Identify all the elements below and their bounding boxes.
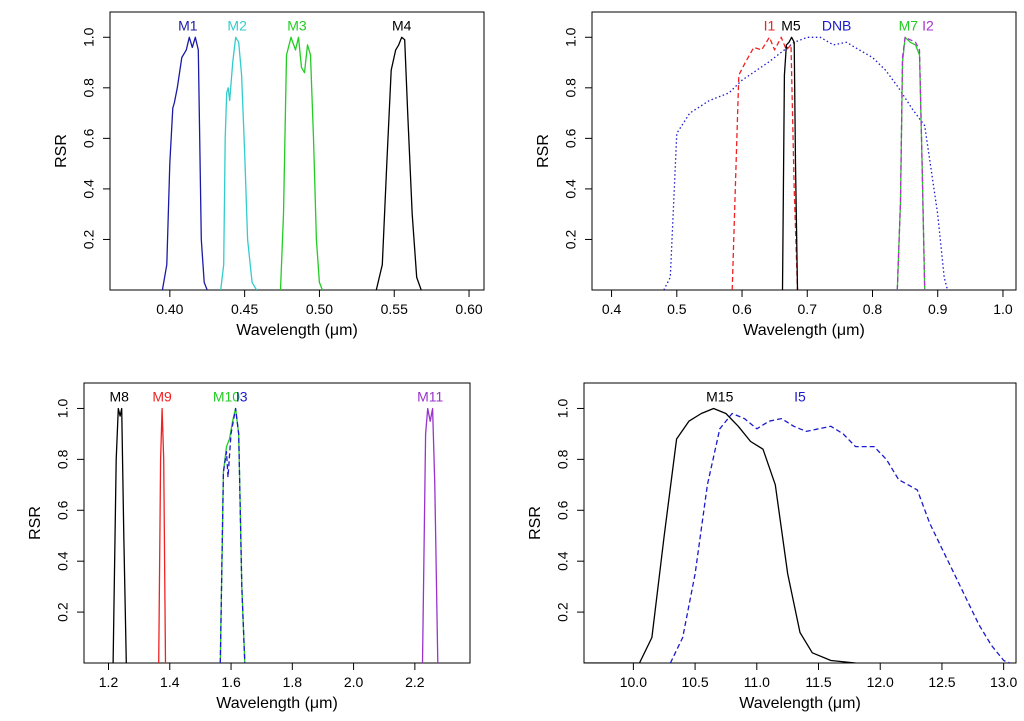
x-tick-label: 0.5 <box>667 301 687 317</box>
plot-frame <box>591 11 1017 291</box>
series-label-m8: M8 <box>110 388 130 404</box>
y-tick-label: 1.0 <box>563 27 579 47</box>
series-label-m11: M11 <box>417 388 443 404</box>
y-axis-label: RSR <box>27 506 44 540</box>
y-axis-label: RSR <box>535 134 552 168</box>
series-label-m10: M10 <box>213 388 240 404</box>
y-tick-label: 0.6 <box>81 128 97 148</box>
y-tick-label: 0.4 <box>81 179 97 199</box>
x-tick-label: 10.0 <box>620 674 647 690</box>
series-label-i1: I1 <box>764 17 776 33</box>
series-label-m7: M7 <box>899 17 919 33</box>
y-tick-label: 0.8 <box>555 449 571 469</box>
x-tick-label: 1.6 <box>221 674 241 690</box>
x-tick-label: 10.5 <box>681 674 708 690</box>
y-tick-label: 0.2 <box>555 602 571 622</box>
series-label-m4: M4 <box>392 17 412 33</box>
series-line-m5 <box>781 36 799 290</box>
series-label-m9: M9 <box>152 388 172 404</box>
y-tick-label: 0.4 <box>55 551 71 571</box>
x-tick-label: 0.40 <box>156 301 183 317</box>
series-label-m15: M15 <box>706 388 733 404</box>
plot-frame <box>83 382 471 664</box>
x-tick-label: 0.6 <box>732 301 752 317</box>
y-tick-label: 0.8 <box>563 78 579 98</box>
x-tick-label: 0.7 <box>798 301 818 317</box>
series-label-m3: M3 <box>287 17 307 33</box>
series-line-m9 <box>158 407 167 663</box>
series-label-i3: I3 <box>236 388 248 404</box>
x-tick-label: 0.50 <box>306 301 333 317</box>
series-line-m3 <box>279 36 324 290</box>
chart-panel-4: 10.0 10.5 11.0 11.5 12.0 12.5 13.0 0.2 0.4 0.6 0.8… <box>527 382 1017 712</box>
y-tick-label: 0.8 <box>81 78 97 98</box>
y-axis-label: RSR <box>53 134 70 168</box>
series-line-m1 <box>161 36 208 290</box>
series-line-m7 <box>896 36 926 290</box>
y-tick-label: 0.2 <box>55 602 71 622</box>
y-tick-label: 0.4 <box>555 551 571 571</box>
series-label-m5: M5 <box>781 17 801 33</box>
y-tick-label: 0.6 <box>563 128 579 148</box>
series-label-i5: I5 <box>794 388 806 404</box>
series-label-m2: M2 <box>227 17 247 33</box>
x-axis-label: Wavelength (μm) <box>739 695 861 712</box>
y-tick-label: 0.8 <box>55 449 71 469</box>
x-tick-label: 0.55 <box>381 301 408 317</box>
x-tick-label: 0.4 <box>602 301 622 317</box>
y-tick-label: 0.2 <box>81 230 97 250</box>
x-axis-label: Wavelength (μm) <box>743 322 865 339</box>
x-tick-label: 11.5 <box>805 674 831 690</box>
series-line-dnb <box>663 36 949 290</box>
series-line-m15 <box>584 407 856 663</box>
chart-panel-1: 0.40 0.45 0.50 0.55 0.60 0.2 0.4 0.6 0.8 1.0 Wavel… <box>53 11 485 339</box>
series-label-m1: M1 <box>178 17 198 33</box>
y-tick-label: 1.0 <box>81 27 97 47</box>
x-tick-label: 0.60 <box>455 301 482 317</box>
series-line-i2 <box>896 36 926 290</box>
series-line-i3 <box>219 407 246 663</box>
x-tick-label: 13.0 <box>990 674 1017 690</box>
y-tick-label: 0.6 <box>555 500 571 520</box>
x-tick-label: 0.8 <box>863 301 883 317</box>
series-line-i5 <box>669 412 1011 663</box>
x-tick-label: 12.5 <box>928 674 955 690</box>
y-axis-label: RSR <box>527 506 544 540</box>
y-tick-label: 0.4 <box>563 179 579 199</box>
x-tick-label: 1.0 <box>993 301 1013 317</box>
x-tick-label: 2.2 <box>405 674 425 690</box>
x-axis-label: Wavelength (μm) <box>236 322 358 339</box>
x-tick-label: 0.9 <box>928 301 948 317</box>
series-line-m11 <box>421 407 439 663</box>
x-tick-label: 1.8 <box>283 674 303 690</box>
y-tick-label: 1.0 <box>555 399 571 419</box>
chart-panel-2: 0.4 0.5 0.6 0.7 0.8 0.9 1.0 0.2 0.4 0.6 0.8 1.0 Wave… <box>535 11 1017 339</box>
x-tick-label: 12.0 <box>867 674 894 690</box>
x-tick-label: 2.0 <box>344 674 364 690</box>
series-label-dnb: DNB <box>822 17 852 33</box>
y-tick-label: 0.6 <box>55 500 71 520</box>
y-tick-label: 0.2 <box>563 230 579 250</box>
x-tick-label: 11.0 <box>744 674 770 690</box>
series-line-m2 <box>220 36 258 290</box>
plot-frame <box>109 11 485 291</box>
series-label-i2: I2 <box>922 17 934 33</box>
series-line-m8 <box>112 407 127 663</box>
chart-panel-3: 1.2 1.4 1.6 1.8 2.0 2.2 0.2 0.4 0.6 0.8 1.0 Wavelen… <box>27 382 471 712</box>
x-tick-label: 1.2 <box>99 674 119 690</box>
x-tick-label: 1.4 <box>160 674 180 690</box>
series-line-m4 <box>375 36 422 290</box>
series-line-i1 <box>731 36 799 290</box>
y-tick-label: 1.0 <box>55 399 71 419</box>
x-axis-label: Wavelength (μm) <box>216 695 338 712</box>
plot-frame <box>583 382 1017 664</box>
x-tick-label: 0.45 <box>231 301 258 317</box>
